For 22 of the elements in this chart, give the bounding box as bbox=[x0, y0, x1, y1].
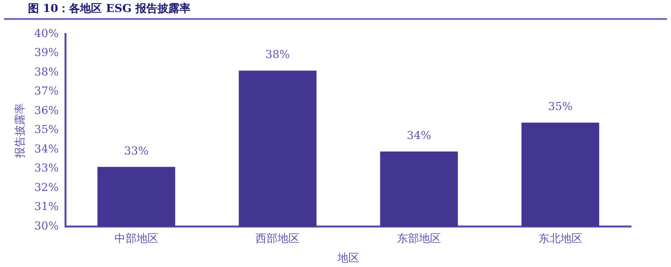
x-tick-label: 西部地区 bbox=[256, 232, 300, 246]
y-axis-title: 报告披露率 bbox=[13, 102, 26, 159]
data-label: 38% bbox=[265, 48, 290, 61]
x-axis-title: 地区 bbox=[336, 251, 360, 264]
data-label: 34% bbox=[406, 128, 432, 142]
y-tick-label: 31% bbox=[34, 200, 59, 214]
chart-title: 图 10：各地区 ESG 报告披露率 bbox=[4, 0, 667, 20]
y-tick-label: 40% bbox=[34, 26, 59, 40]
y-tick-label: 36% bbox=[34, 104, 59, 117]
x-tick-label: 中部地区 bbox=[114, 232, 158, 246]
y-tick-label: 30% bbox=[34, 219, 59, 232]
y-tick-label: 32% bbox=[34, 180, 59, 194]
y-tick-label: 38% bbox=[34, 65, 59, 78]
y-tick-label: 33% bbox=[34, 162, 59, 175]
y-tick-label: 39% bbox=[34, 46, 59, 60]
data-label: 33% bbox=[124, 144, 149, 158]
x-tick-label: 东北地区 bbox=[538, 232, 582, 246]
x-tick-label: 东部地区 bbox=[396, 232, 441, 246]
y-tick-label: 34% bbox=[34, 142, 59, 156]
data-label: 35% bbox=[548, 100, 573, 113]
y-tick-label: 35% bbox=[34, 123, 59, 136]
y-tick-label: 37% bbox=[34, 84, 59, 98]
